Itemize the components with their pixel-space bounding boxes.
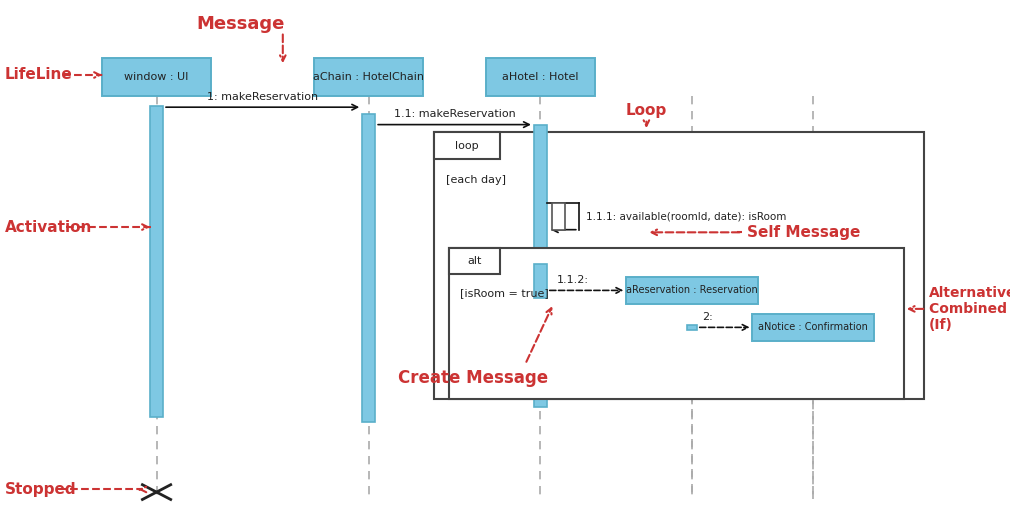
Text: LifeLine: LifeLine bbox=[5, 68, 73, 82]
Text: 1.1.2:: 1.1.2: bbox=[558, 275, 589, 285]
Text: 1.1.1: available(roomId, date): isRoom: 1.1.1: available(roomId, date): isRoom bbox=[586, 212, 786, 221]
Bar bbox=[486, 58, 595, 96]
Text: aNotice : Confirmation: aNotice : Confirmation bbox=[759, 323, 868, 332]
Text: alt: alt bbox=[468, 256, 482, 266]
Text: loop: loop bbox=[456, 141, 479, 150]
Text: window : UI: window : UI bbox=[124, 72, 189, 81]
Bar bbox=[449, 248, 904, 399]
Bar bbox=[362, 114, 376, 422]
Text: 2:: 2: bbox=[702, 312, 713, 322]
Text: [isRoom = true]: [isRoom = true] bbox=[460, 289, 548, 298]
Text: Stopped: Stopped bbox=[5, 482, 77, 497]
Text: Create Message: Create Message bbox=[398, 369, 547, 386]
Text: [each day]: [each day] bbox=[446, 175, 506, 184]
Text: aChain : HotelChain: aChain : HotelChain bbox=[313, 72, 424, 81]
Bar bbox=[149, 106, 164, 417]
Bar bbox=[534, 264, 547, 298]
Text: Alternative
Combined Fragment
(If): Alternative Combined Fragment (If) bbox=[929, 286, 1010, 332]
Bar bbox=[314, 58, 423, 96]
Text: 1.1: makeReservation: 1.1: makeReservation bbox=[394, 109, 515, 119]
Text: 1: makeReservation: 1: makeReservation bbox=[207, 92, 318, 102]
Bar bbox=[626, 277, 758, 304]
Text: aReservation : Reservation: aReservation : Reservation bbox=[626, 286, 758, 295]
Text: Loop: Loop bbox=[626, 103, 667, 118]
Bar bbox=[449, 248, 500, 274]
Text: Activation: Activation bbox=[5, 220, 93, 234]
Bar bbox=[552, 203, 566, 230]
Bar bbox=[534, 125, 547, 407]
Text: aHotel : Hotel: aHotel : Hotel bbox=[502, 72, 579, 81]
Bar bbox=[687, 325, 697, 330]
Bar bbox=[752, 314, 874, 341]
Text: Message: Message bbox=[196, 15, 285, 33]
Bar bbox=[102, 58, 211, 96]
Text: Self Message: Self Message bbox=[747, 225, 861, 240]
Bar bbox=[434, 132, 500, 159]
Bar bbox=[434, 132, 924, 399]
